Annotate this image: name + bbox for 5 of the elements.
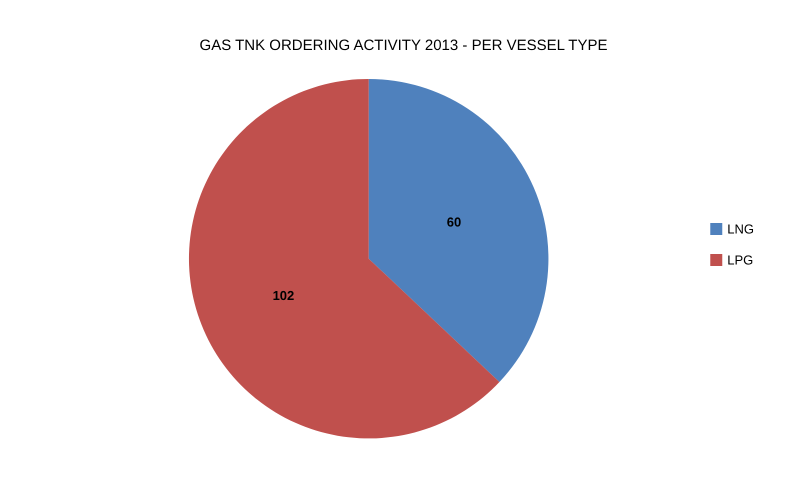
legend-label: LNG [727, 222, 754, 236]
chart-title: GAS TNK ORDERING ACTIVITY 2013 - PER VESSEL TYPE [200, 37, 608, 54]
legend-label: LPG [727, 252, 754, 268]
data-label: 102 [272, 288, 294, 303]
data-label: 60 [446, 214, 462, 230]
